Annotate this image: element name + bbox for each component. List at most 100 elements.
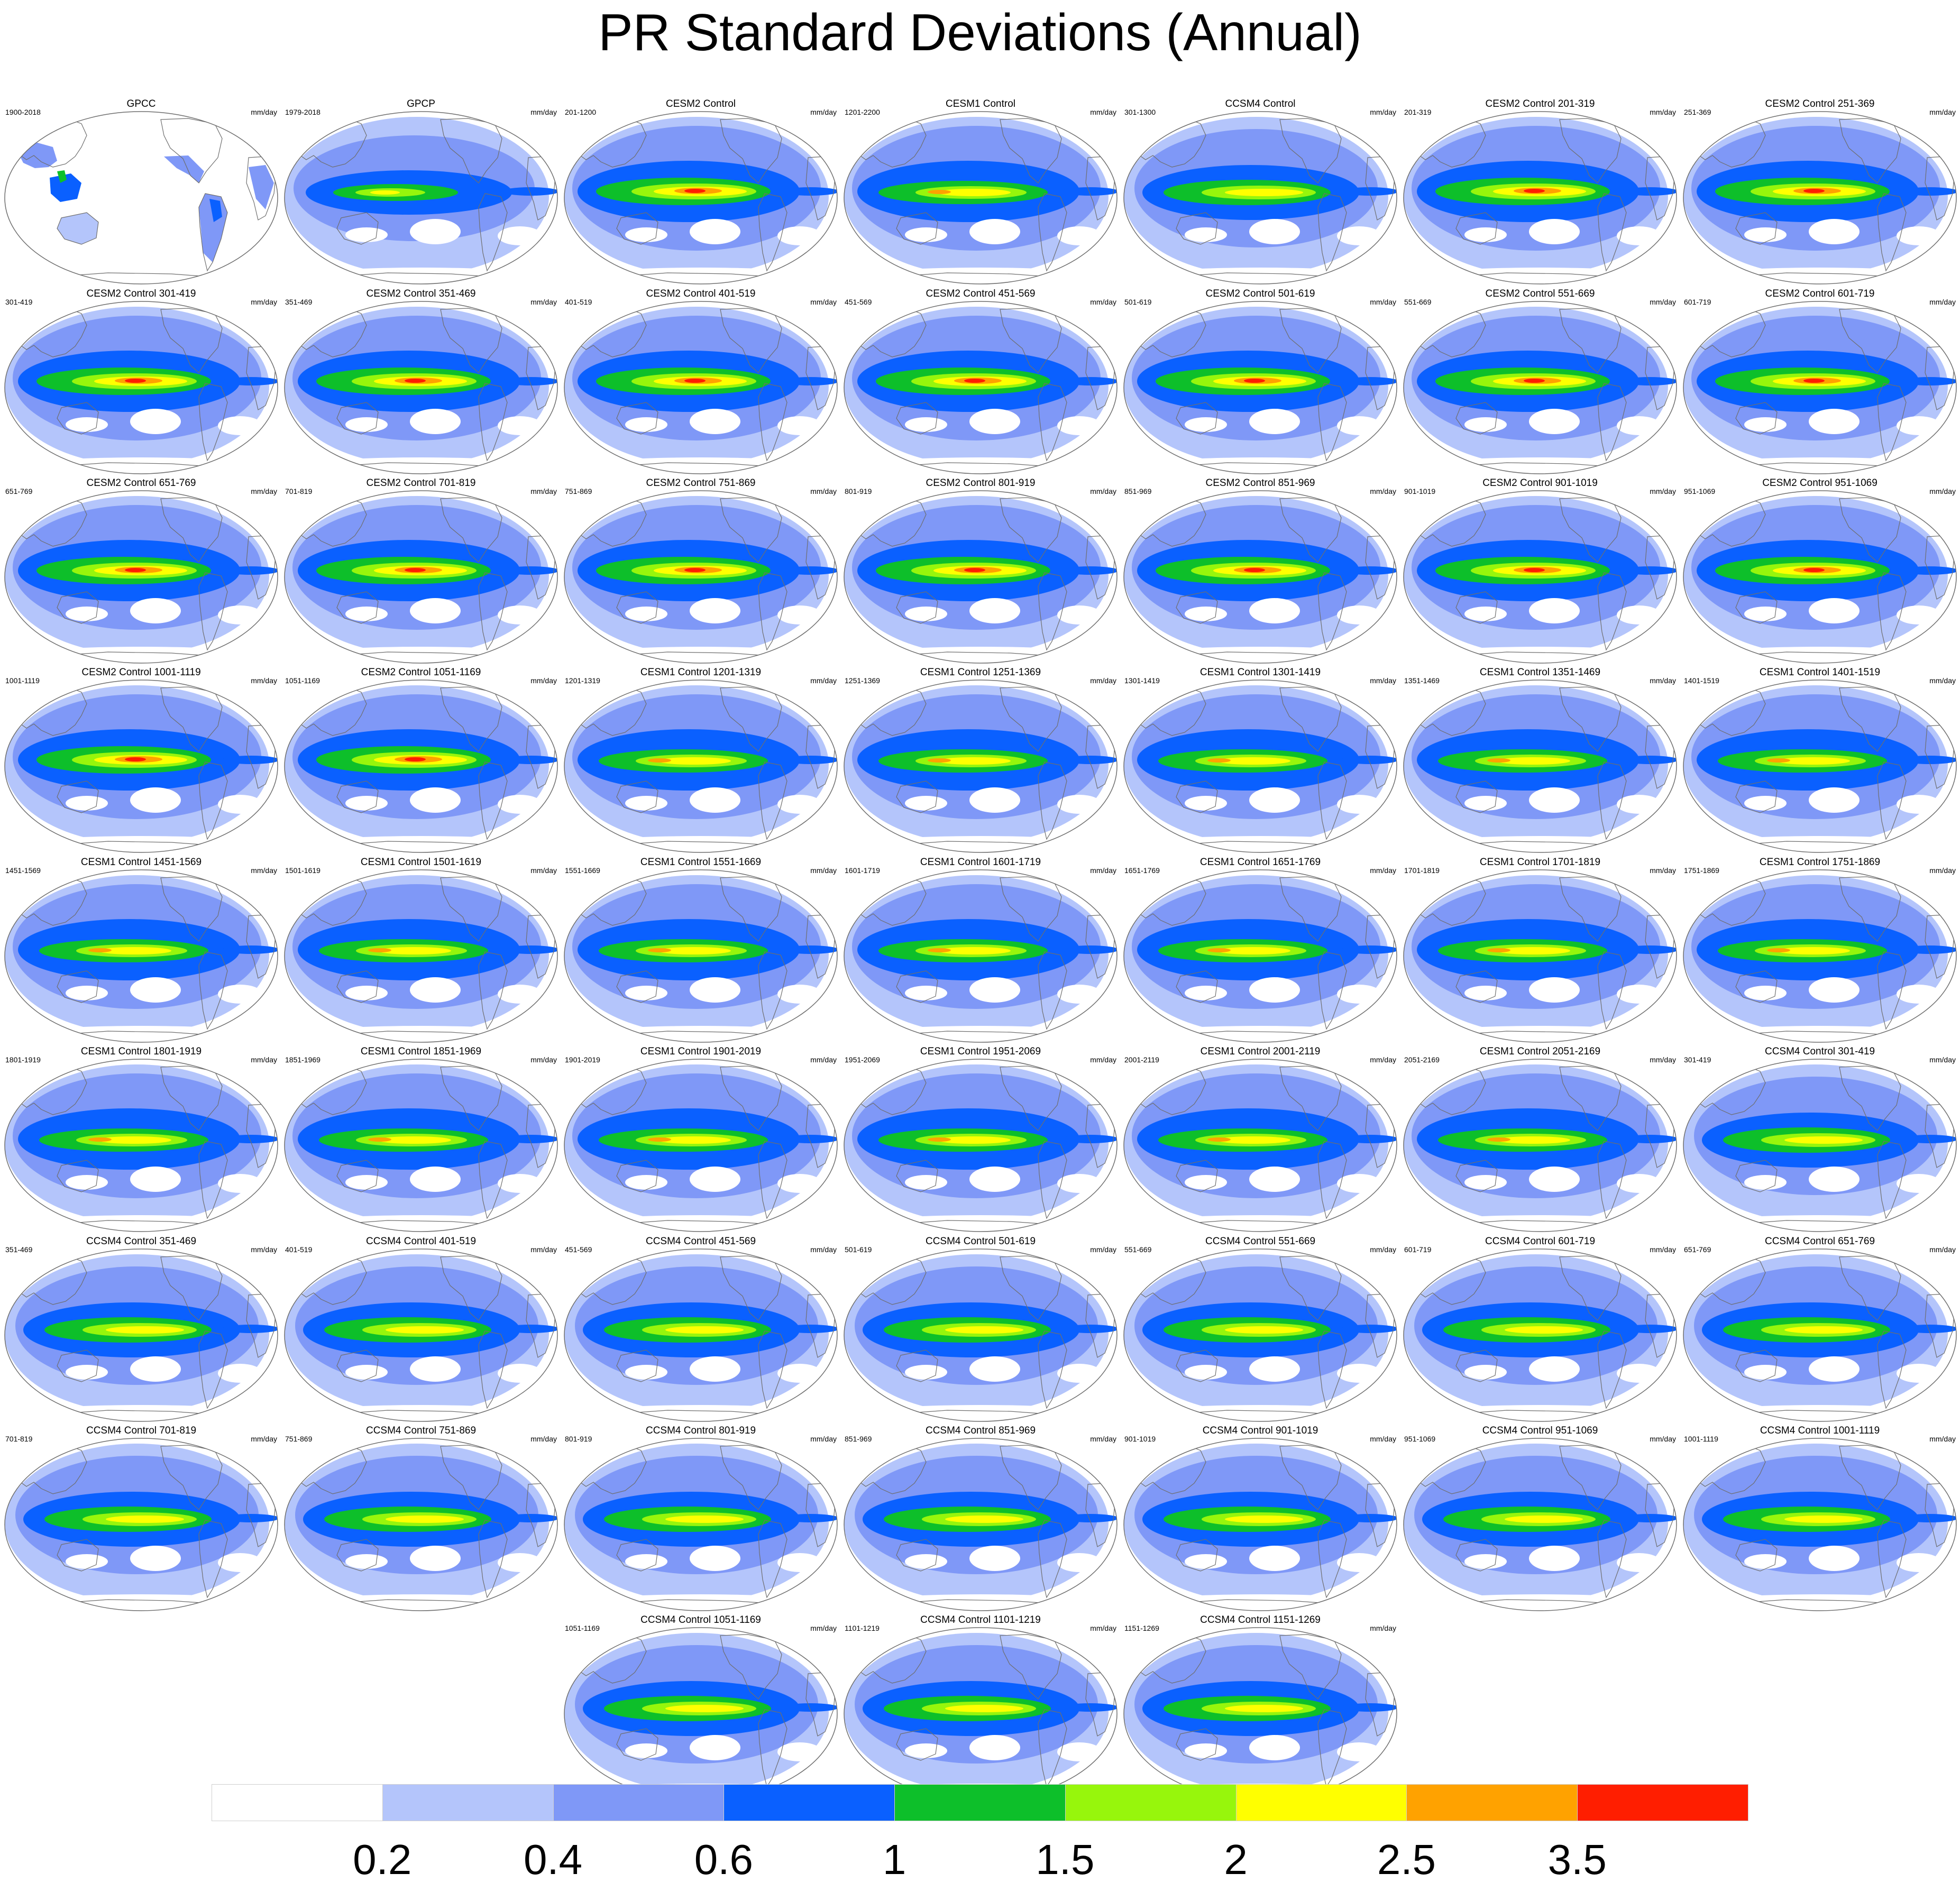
colorbar-swatch	[1577, 1784, 1748, 1821]
precip-map	[4, 301, 278, 474]
coastline	[896, 402, 938, 435]
panel-title: CESM1 Control 1201-1319	[640, 667, 762, 678]
dry-zone	[130, 409, 181, 434]
dry-zone	[1249, 787, 1300, 813]
map-outline	[4, 1059, 278, 1232]
precip-map	[1683, 1438, 1957, 1611]
map-panel: CESM2 Control 601-719 601-719 mm/day	[1681, 288, 1959, 476]
dry-zone	[345, 1365, 388, 1380]
panel-years: 351-469	[285, 298, 313, 306]
panel-title: CESM2 Control 401-519	[646, 288, 756, 299]
dry-zone	[1185, 607, 1227, 621]
coastline	[758, 1141, 787, 1219]
dry-zone	[218, 1174, 262, 1193]
precip-band	[222, 1514, 278, 1522]
coastline	[1877, 193, 1907, 272]
dry-zone	[1337, 1742, 1381, 1761]
dry-zone	[1337, 1174, 1381, 1193]
coastline	[478, 1520, 508, 1599]
panel-years: 451-569	[565, 1245, 592, 1254]
precip-band	[1341, 1514, 1397, 1522]
precip-map	[1123, 679, 1397, 853]
panel-title: CESM1 Control 1801-1919	[80, 1046, 202, 1057]
panel-title: CESM1 Control 1251-1369	[920, 667, 1041, 678]
map-outline	[1123, 869, 1397, 1043]
coastline	[616, 970, 658, 1003]
precip-map	[1123, 1438, 1397, 1611]
precip-band	[1621, 1135, 1677, 1143]
coastline	[1597, 193, 1627, 272]
dry-zone	[625, 1743, 667, 1758]
coastline	[1877, 383, 1907, 462]
dry-zone	[777, 795, 822, 814]
coastline	[1038, 1709, 1067, 1788]
precip-band	[1341, 187, 1397, 196]
map-panel: CESM2 Control 251-369 251-369 mm/day	[1681, 98, 1959, 287]
dry-zone	[410, 1546, 461, 1571]
map-outline	[1123, 301, 1397, 474]
precip-band	[502, 187, 557, 196]
panel-title: CCSM4 Control 901-1019	[1202, 1425, 1318, 1436]
panel-years: 1901-2019	[565, 1055, 600, 1064]
precip-map	[564, 1438, 838, 1611]
dry-zone	[1249, 1356, 1300, 1382]
coastline	[478, 761, 508, 840]
precip-band	[657, 1136, 731, 1144]
panel-units: mm/day	[530, 676, 557, 685]
panel-units: mm/day	[1370, 1624, 1396, 1632]
precip-map	[844, 1248, 1118, 1422]
panel-units: mm/day	[251, 108, 277, 116]
precip-band	[1505, 1516, 1583, 1523]
precip-map	[284, 1059, 558, 1232]
dry-zone	[1464, 227, 1507, 242]
panel-title: CCSM4 Control 1151-1269	[1200, 1614, 1321, 1626]
precip-band	[97, 947, 171, 954]
coastline	[1317, 193, 1347, 272]
dry-zone	[625, 607, 667, 621]
precip-map	[1123, 301, 1397, 474]
precip-band	[1621, 945, 1677, 954]
coastline	[1317, 1141, 1347, 1219]
map-outline	[844, 679, 1118, 853]
precip-band	[502, 1325, 557, 1333]
coastline	[1455, 1539, 1498, 1572]
precip-map	[1683, 490, 1957, 664]
dry-zone	[905, 1365, 947, 1380]
coastline	[1877, 951, 1907, 1030]
map-outline	[1683, 490, 1957, 664]
panel-units: mm/day	[810, 298, 837, 306]
dry-zone	[690, 1356, 740, 1382]
precip-band	[964, 379, 985, 383]
panel-years: 201-319	[1404, 108, 1432, 116]
panel-years: 901-1019	[1404, 487, 1436, 495]
panel-title: CESM1 Control 1851-1969	[360, 1046, 482, 1057]
coastline	[1597, 761, 1627, 840]
panel-years: 551-669	[1404, 298, 1432, 306]
precip-band	[405, 379, 426, 383]
panel-units: mm/day	[1370, 1055, 1396, 1064]
dry-zone	[130, 598, 181, 623]
panel-units: mm/day	[1370, 1245, 1396, 1254]
coastline	[1038, 193, 1067, 272]
panel-units: mm/day	[251, 487, 277, 495]
precip-band	[1207, 1137, 1231, 1142]
coastline	[57, 1539, 99, 1572]
coastline	[616, 402, 658, 435]
colorbar-swatch	[1235, 1784, 1407, 1821]
dry-zone	[969, 219, 1020, 244]
coastline	[57, 780, 99, 813]
panel-units: mm/day	[530, 487, 557, 495]
map-panel: CCSM4 Control 1001-1119 1001-1119 mm/day	[1681, 1425, 1959, 1613]
dry-zone	[690, 219, 740, 244]
dry-zone	[498, 605, 542, 625]
dry-zone	[1897, 1553, 1941, 1572]
coastline	[1877, 1141, 1907, 1219]
panel-title: CESM2 Control 251-369	[1765, 98, 1875, 109]
map-panel: CESM1 Control 1801-1919 1801-1919 mm/day	[2, 1046, 280, 1234]
dry-zone	[1249, 598, 1300, 623]
precip-band	[1225, 1326, 1303, 1334]
panel-years: 1151-1269	[1124, 1624, 1159, 1632]
panel-units: mm/day	[1929, 676, 1956, 685]
coastline	[478, 383, 508, 462]
dry-zone	[345, 796, 388, 811]
